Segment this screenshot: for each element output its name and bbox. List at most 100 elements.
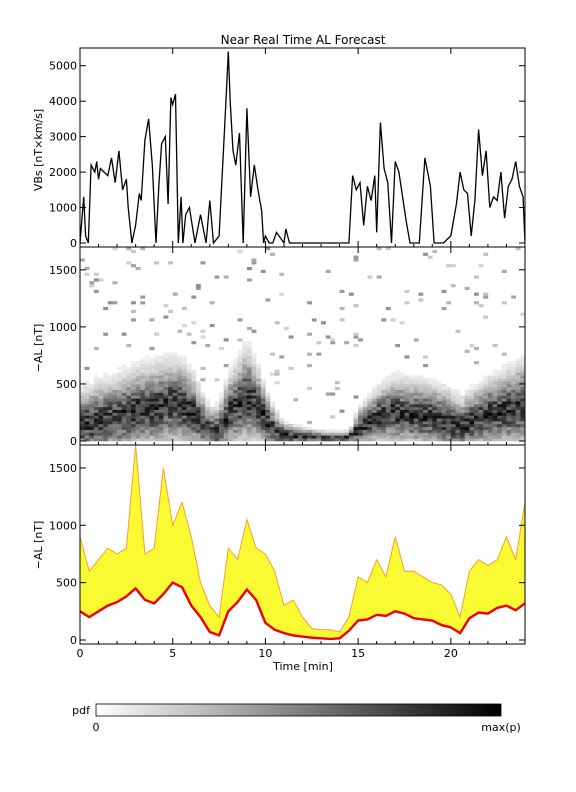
- heatmap-cell: [80, 432, 85, 436]
- heatmap-cell: [279, 429, 285, 433]
- heatmap-cell: [214, 421, 220, 425]
- heatmap-cell: [93, 415, 99, 419]
- heatmap-cell: [381, 418, 387, 422]
- heatmap-cell: [121, 429, 127, 433]
- heatmap-cell: [186, 409, 192, 413]
- heatmap-cell: [209, 435, 215, 439]
- heatmap-cell: [233, 361, 238, 365]
- heatmap-cell: [385, 389, 391, 393]
- heatmap-cell: [413, 381, 419, 385]
- heatmap-cell: [372, 409, 377, 413]
- heatmap-cell: [233, 386, 238, 390]
- heatmap-cell: [265, 392, 271, 396]
- heatmap-cell: [98, 383, 104, 388]
- heatmap-cell: [427, 426, 433, 430]
- heatmap-cell: [441, 432, 447, 436]
- heatmap-cell: [233, 401, 238, 405]
- heatmap-cell: [506, 364, 512, 368]
- heatmap-cell: [168, 372, 173, 376]
- heatmap-cell: [270, 372, 275, 376]
- heatmap-cell: [172, 383, 178, 388]
- heatmap-cell: [487, 426, 493, 430]
- heatmap-cell: [149, 412, 155, 416]
- heatmap-cell: [182, 361, 187, 365]
- heatmap-cell: [163, 398, 169, 402]
- heatmap-cell: [98, 278, 104, 282]
- heatmap-cell: [223, 338, 229, 342]
- heatmap-cell: [135, 267, 141, 271]
- heatmap-cell: [195, 389, 201, 393]
- heatmap-cell: [390, 421, 396, 425]
- heatmap-cell: [367, 435, 373, 439]
- heatmap-cell: [492, 383, 498, 388]
- heatmap-cell: [144, 355, 150, 359]
- heatmap-cell: [168, 369, 173, 373]
- heatmap-cell: [260, 269, 266, 273]
- heatmap-cell: [483, 423, 489, 428]
- heatmap-cell: [172, 432, 178, 436]
- heatmap-cell: [131, 426, 136, 430]
- heatmap-cell: [450, 421, 456, 425]
- heatmap-cell: [474, 406, 479, 410]
- heatmap-cell: [409, 386, 414, 390]
- heatmap-cell: [348, 429, 354, 433]
- heatmap-cell: [80, 429, 85, 433]
- heatmap-cell: [144, 438, 150, 442]
- heatmap-cell: [293, 438, 299, 442]
- heatmap-cell: [450, 412, 456, 416]
- heatmap-cell: [450, 426, 456, 430]
- heatmap-cell: [390, 386, 396, 390]
- heatmap-cell: [390, 438, 396, 442]
- heatmap-cell: [103, 392, 109, 396]
- colorbar-gradient: [95, 703, 502, 717]
- heatmap-cell: [135, 409, 141, 413]
- heatmap-cell: [390, 429, 396, 433]
- heatmap-cell: [279, 355, 285, 359]
- heatmap-cell: [84, 267, 90, 271]
- heatmap-cell: [126, 403, 132, 408]
- heatmap-cell: [492, 389, 498, 393]
- heatmap-cell: [131, 301, 136, 305]
- heatmap-cell: [144, 406, 150, 410]
- heatmap-cell: [436, 429, 442, 433]
- heatmap-cell: [112, 429, 118, 433]
- heatmap-cell: [483, 252, 489, 256]
- heatmap-cell: [381, 386, 387, 390]
- heatmap-cell: [279, 272, 285, 276]
- heatmap-cell: [293, 426, 299, 430]
- heatmap-cell: [474, 418, 479, 422]
- heatmap-cell: [520, 406, 525, 410]
- heatmap-cell: [256, 381, 261, 385]
- vbs-series-line: [80, 51, 525, 245]
- heatmap-cell: [246, 278, 252, 282]
- heatmap-cell: [242, 375, 248, 379]
- heatmap-cell: [154, 412, 160, 416]
- heatmap-cell: [228, 421, 234, 425]
- heatmap-cell: [177, 381, 183, 385]
- heatmap-cell: [339, 306, 345, 311]
- heatmap-cell: [455, 421, 461, 425]
- heatmap-cell: [251, 372, 257, 376]
- heatmap-cell: [126, 435, 132, 439]
- heatmap-cell: [246, 386, 252, 390]
- heatmap-cell: [270, 421, 275, 425]
- heatmap-cell: [140, 361, 146, 365]
- heatmap-cell: [464, 395, 470, 399]
- heatmap-cell: [200, 395, 206, 399]
- heatmap-cell: [140, 418, 146, 422]
- heatmap-cell: [409, 438, 414, 442]
- heatmap-cell: [121, 423, 127, 428]
- heatmap-cell: [520, 395, 525, 399]
- heatmap-cell: [260, 418, 266, 422]
- heatmap-cell: [186, 421, 192, 425]
- heatmap-cell: [511, 412, 516, 416]
- heatmap-cell: [427, 415, 433, 419]
- heatmap-cell: [520, 392, 525, 396]
- heatmap-cell: [195, 438, 201, 442]
- heatmap-cell: [265, 398, 271, 402]
- heatmap-cell: [107, 409, 113, 413]
- heatmap-cell: [251, 426, 257, 430]
- heatmap-cell: [497, 438, 503, 442]
- heatmap-cell: [395, 438, 401, 442]
- heatmap-cell: [483, 406, 489, 410]
